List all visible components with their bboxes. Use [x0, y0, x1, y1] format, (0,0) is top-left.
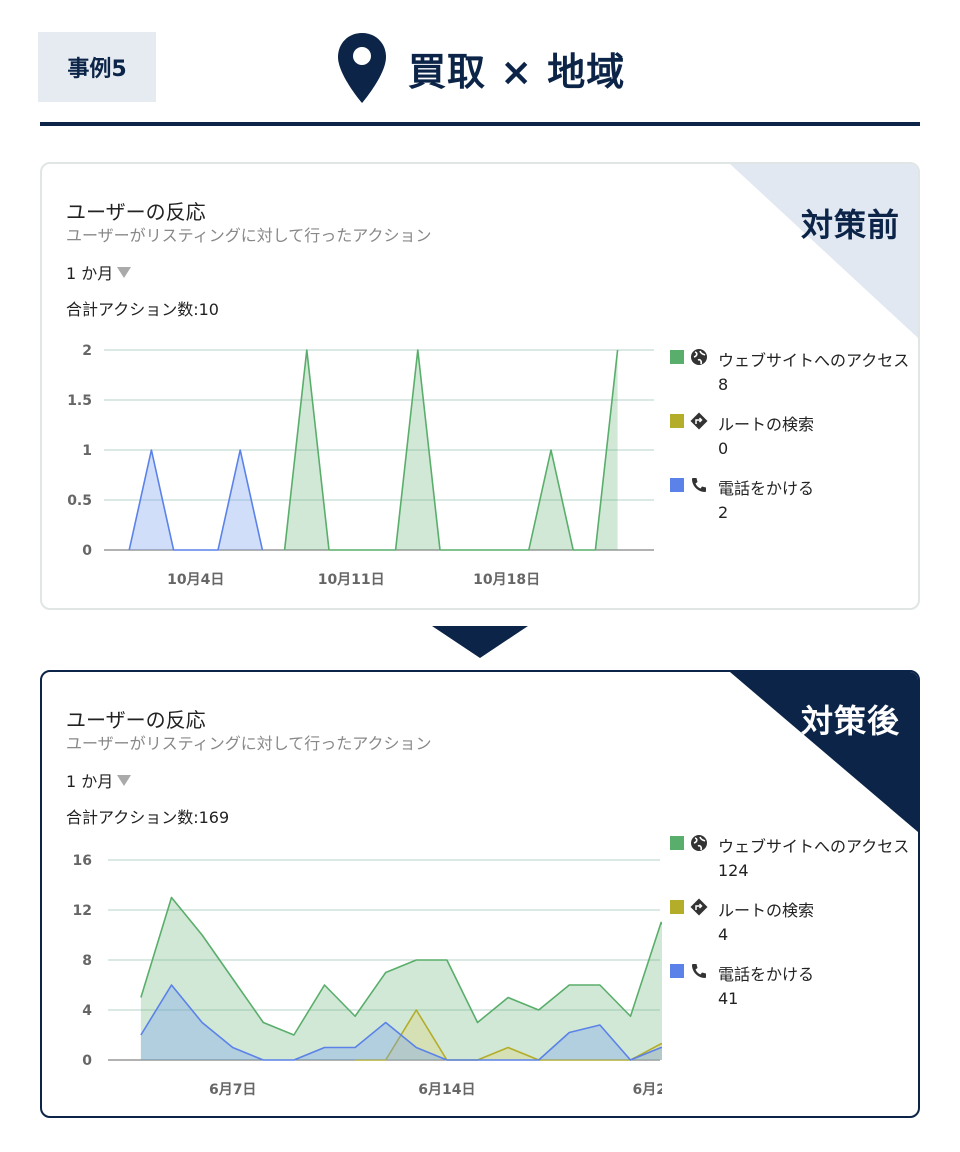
legend-value: 124 [718, 861, 749, 880]
stage-label: 対策後 [800, 702, 900, 740]
series-line-route [355, 1009, 662, 1061]
legend-value: 8 [718, 375, 729, 394]
series-line-call [140, 984, 662, 1061]
after-panel: 対策後 ユーザーの反応 ユーザーがリスティングに対して行ったアクション 1 か月… [40, 670, 920, 1118]
series-area-website [284, 350, 618, 550]
case-badge: 事例5 [38, 32, 156, 102]
legend-swatch [670, 350, 684, 364]
period-dropdown[interactable]: 1 か月 [66, 768, 132, 792]
legend-label: ウェブサイトへのアクセス [718, 837, 910, 856]
series-area-route [355, 1010, 662, 1060]
case-label: 事例5 [67, 57, 127, 82]
legend-value: 4 [718, 925, 729, 944]
legend-value: 41 [718, 989, 739, 1008]
y-tick-label: 0 [82, 1053, 92, 1069]
legend-swatch [670, 964, 684, 978]
page-title: 買取 × 地域 [408, 49, 626, 94]
y-tick-label: 0.5 [67, 493, 92, 509]
arrow-down-icon [432, 626, 528, 658]
legend-label: ルートの検索 [718, 415, 815, 434]
caret-down-icon [117, 774, 132, 786]
x-tick-label: 10月11日 [318, 572, 385, 588]
y-tick-label: 16 [73, 853, 92, 869]
x-tick-label: 6月21日 [632, 1082, 662, 1098]
total-actions: 合計アクション数:10 [66, 300, 219, 319]
series-area-call [140, 985, 662, 1060]
legend-label: 電話をかける [718, 479, 815, 498]
y-tick-label: 2 [82, 343, 92, 359]
y-tick-label: 12 [73, 903, 92, 919]
stage-corner [730, 164, 918, 338]
x-tick-label: 10月18日 [473, 572, 540, 588]
panel-title: ユーザーの反応 [66, 708, 206, 732]
series-area-call [129, 450, 263, 550]
series-line-website [140, 896, 662, 1036]
legend-swatch [670, 414, 684, 428]
y-tick-label: 4 [82, 1003, 92, 1019]
y-tick-label: 0 [82, 543, 92, 559]
actions-chart: 04812166月7日6月14日6月21日6月28日 [73, 853, 662, 1098]
route-direction-icon [690, 412, 708, 430]
panel-subtitle: ユーザーがリスティングに対して行ったアクション [66, 226, 432, 245]
legend-value: 0 [718, 439, 729, 458]
before-panel: 対策前 ユーザーの反応 ユーザーがリスティングに対して行ったアクション 1 か月… [40, 162, 920, 610]
legend-label: 電話をかける [718, 965, 815, 984]
x-tick-label: 10月4日 [167, 572, 224, 588]
period-dropdown[interactable]: 1 か月 [66, 260, 132, 284]
globe-icon [691, 349, 707, 365]
y-tick-label: 8 [82, 953, 92, 969]
route-direction-icon [690, 898, 708, 916]
hero-title-block: 買取 × 地域 [336, 30, 625, 106]
legend-swatch [670, 900, 684, 914]
period-label: 1 か月 [66, 264, 114, 283]
y-tick-label: 1 [82, 443, 92, 459]
phone-icon [692, 964, 706, 978]
phone-icon [692, 478, 706, 492]
series-area-website [140, 897, 662, 1060]
location-pin-icon [338, 33, 386, 103]
legend-swatch [670, 836, 684, 850]
total-actions: 合計アクション数:169 [66, 808, 230, 827]
series-line-call [128, 449, 264, 551]
panel-subtitle: ユーザーがリスティングに対して行ったアクション [66, 734, 432, 753]
actions-chart: 0 0.5 1 1.5 2 10月4日 10月11日 10月18日 [67, 343, 654, 588]
x-tick-label: 6月7日 [209, 1082, 256, 1098]
stage-label: 対策前 [800, 206, 900, 244]
series-line-website [283, 349, 619, 551]
legend-label: ルートの検索 [718, 901, 815, 920]
globe-icon [691, 835, 707, 851]
y-tick-label: 1.5 [67, 393, 92, 409]
legend-label: ウェブサイトへのアクセス [718, 351, 910, 370]
stage-corner [730, 672, 918, 832]
title-divider [40, 122, 920, 126]
period-label: 1 か月 [66, 772, 114, 791]
panel-title: ユーザーの反応 [66, 200, 206, 224]
legend-value: 2 [718, 503, 729, 522]
legend-swatch [670, 478, 684, 492]
x-tick-label: 6月14日 [418, 1082, 475, 1098]
caret-down-icon [117, 266, 132, 278]
